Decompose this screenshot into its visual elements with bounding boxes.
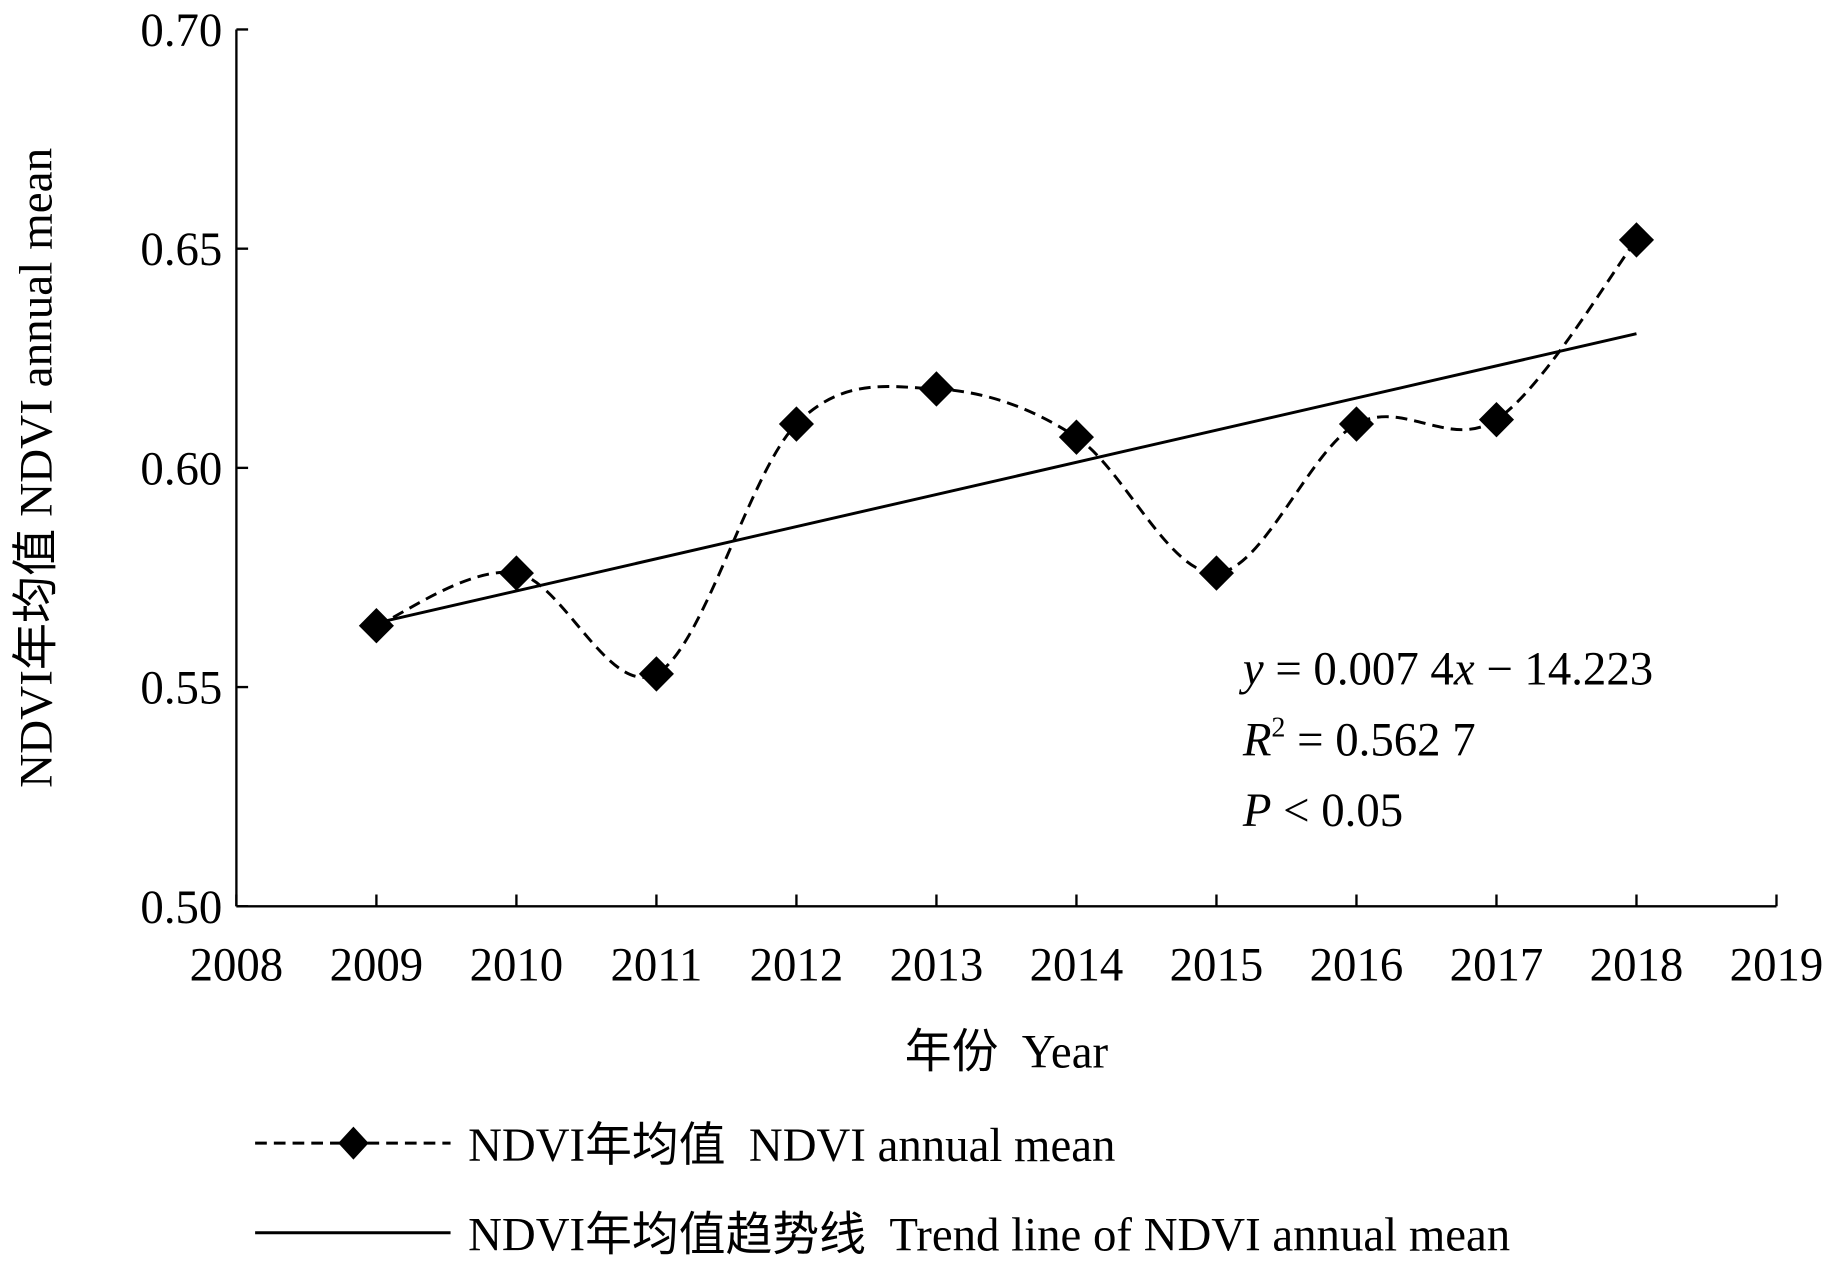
x-tick-label: 2011 xyxy=(610,939,702,991)
y-axis-label: NDVI年均值 NDVI annual mean xyxy=(11,148,63,788)
data-point-diamond xyxy=(498,555,534,591)
axes: 0.50 0.55 0.60 0.65 0.70 2008 2009 2010 2011 2012… xyxy=(140,5,1823,992)
x-axis-label: 年份 Year xyxy=(905,1027,1109,1079)
data-point-diamond xyxy=(1058,419,1094,455)
x-tick-label: 2017 xyxy=(1450,939,1544,991)
data-point-diamond xyxy=(638,656,674,692)
x-tick-label: 2013 xyxy=(890,939,984,991)
x-tick-label: 2008 xyxy=(190,939,284,991)
x-tick-label: 2015 xyxy=(1170,939,1264,991)
legend-label-annual-mean: NDVI年均值 NDVI annual mean xyxy=(468,1120,1115,1172)
y-tick-label: 0.60 xyxy=(140,443,222,495)
data-point-diamond xyxy=(778,406,814,442)
data-point-diamond xyxy=(1338,406,1375,442)
data-point-diamond xyxy=(1198,555,1235,591)
data-point-diamond xyxy=(358,608,394,644)
x-tick-label: 2018 xyxy=(1590,939,1684,991)
legend-diamond-marker xyxy=(338,1126,369,1160)
data-point-diamond xyxy=(1618,222,1655,258)
x-tick-label: 2009 xyxy=(330,939,424,991)
y-tick-label: 0.55 xyxy=(140,662,222,714)
regression-equation: y = 0.007 4x − 14.223 xyxy=(1239,644,1653,696)
r-squared: R2 = 0.562 7 xyxy=(1242,712,1476,766)
p-value: P < 0.05 xyxy=(1242,785,1403,837)
data-point-diamond xyxy=(1478,401,1515,438)
plot-area xyxy=(358,222,1655,692)
x-tick-label: 2014 xyxy=(1030,939,1124,991)
ndvi-annual-mean-line xyxy=(375,238,1638,679)
y-tick-label: 0.70 xyxy=(140,5,222,57)
x-tick-label: 2016 xyxy=(1310,939,1404,991)
y-tick-label: 0.65 xyxy=(140,224,222,276)
x-tick-label: 2010 xyxy=(470,939,564,991)
data-point-diamond xyxy=(918,371,954,407)
y-tick-label: 0.50 xyxy=(140,882,222,934)
x-tick-label: 2012 xyxy=(750,939,844,991)
legend-label-trend-line: NDVI年均值趋势线 Trend line of NDVI annual mea… xyxy=(468,1209,1510,1261)
trend-line xyxy=(376,332,1637,625)
x-tick-label: 2019 xyxy=(1730,939,1824,991)
legend: NDVI年均值 NDVI annual mean NDVI年均值趋势线 Tren… xyxy=(255,1120,1510,1261)
